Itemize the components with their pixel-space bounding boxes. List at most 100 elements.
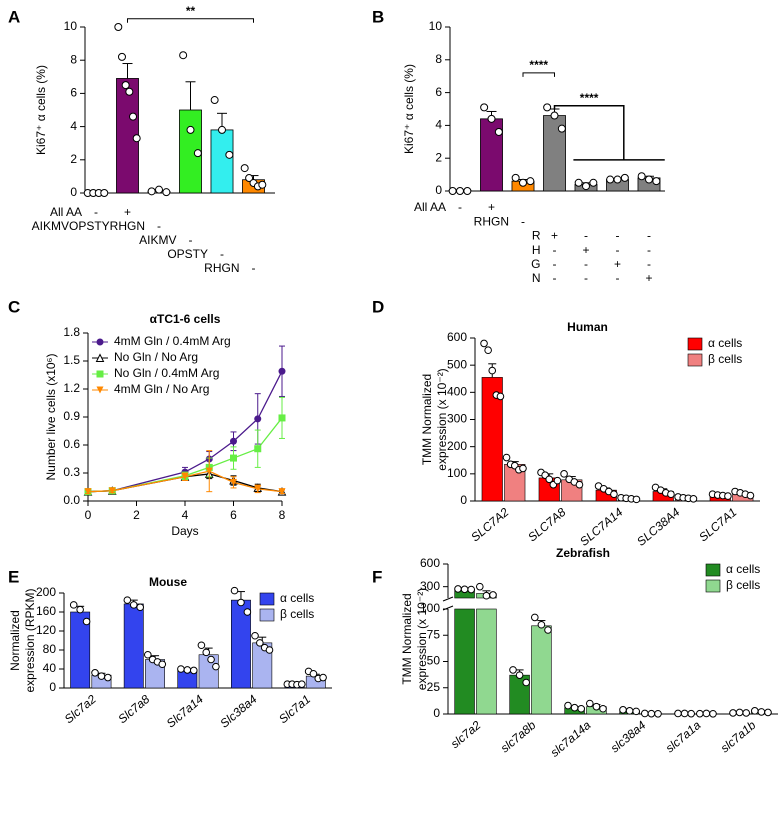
- condition-mark: +: [614, 257, 621, 271]
- data-point: [181, 473, 189, 481]
- data-point: [129, 601, 138, 609]
- data-point: [575, 480, 584, 489]
- data-point: [186, 125, 195, 134]
- data-point: [463, 187, 472, 195]
- data-point: [207, 655, 215, 664]
- data-point: [494, 127, 503, 136]
- y-tick-label: 40: [43, 661, 57, 675]
- x-tick-label: SLC38A4: [634, 505, 683, 549]
- data-point: [489, 591, 497, 599]
- data-point: [488, 366, 497, 375]
- condition-mark: -: [647, 257, 651, 271]
- x-tick-label: 0: [85, 508, 92, 522]
- data-point: [496, 392, 505, 401]
- x-tick-label: slc7a14a: [548, 718, 594, 760]
- condition-label: AIKMVOPSTYRHGN: [32, 219, 145, 233]
- y-tick-label: 100: [420, 601, 440, 615]
- data-point: [519, 464, 527, 473]
- data-point: [625, 707, 634, 715]
- data-point: [482, 591, 491, 600]
- data-point: [319, 673, 327, 682]
- data-point: [709, 709, 717, 718]
- x-tick-label: slc7a1b: [718, 718, 759, 756]
- data-point: [647, 709, 656, 718]
- data-point: [560, 470, 568, 478]
- condition-mark: -: [553, 257, 557, 271]
- significance-label: ****: [580, 91, 599, 105]
- data-point: [729, 709, 737, 717]
- y-tick-label: 25: [427, 680, 441, 694]
- data-point: [230, 478, 237, 486]
- data-point: [97, 672, 106, 680]
- y-tick-label: 0: [70, 185, 77, 199]
- y-tick-label: 6: [435, 85, 442, 99]
- y-axis-label: Ki67⁺ α cells (%): [34, 65, 48, 155]
- x-axis-label: Days: [171, 524, 198, 538]
- data-point: [764, 708, 772, 717]
- y-tick-label: 0: [433, 706, 440, 720]
- x-tick-label: 6: [230, 508, 237, 522]
- data-point: [577, 704, 586, 713]
- condition-mark: -: [252, 261, 256, 275]
- condition-mark: -: [553, 271, 557, 285]
- x-tick-label: slc7a8b: [498, 718, 539, 756]
- data-point: [589, 178, 598, 187]
- data-point: [619, 706, 627, 714]
- panel-letter: F: [372, 567, 382, 586]
- data-point: [515, 671, 524, 679]
- y-tick-label: 4: [70, 119, 77, 133]
- data-point: [104, 673, 112, 682]
- data-point: [278, 414, 286, 422]
- data-point: [278, 488, 286, 496]
- y-tick-label: 120: [36, 623, 56, 637]
- data-point: [100, 189, 109, 197]
- legend-swatch: [705, 563, 721, 577]
- axis-break: [442, 596, 454, 602]
- condition-label: AIKMV: [139, 233, 176, 247]
- y-axis-label: Ki67⁺ α cells (%): [402, 64, 416, 154]
- data-point: [230, 454, 237, 462]
- panel-letter: E: [8, 567, 19, 586]
- data-point: [91, 669, 99, 677]
- y-tick-label: 300: [420, 579, 440, 593]
- y-tick-label: 80: [43, 642, 57, 656]
- data-point: [680, 709, 689, 718]
- data-point: [265, 646, 274, 654]
- condition-mark: -: [521, 214, 525, 228]
- y-tick-label: 2: [70, 152, 77, 166]
- data-point: [202, 648, 211, 657]
- data-point: [158, 660, 167, 669]
- y-tick-label: 500: [447, 357, 467, 371]
- y-tick-label: 75: [427, 627, 441, 641]
- data-point: [553, 476, 562, 485]
- data-point: [230, 437, 237, 445]
- x-tick-label: Slc7a8: [115, 692, 152, 727]
- bar: [123, 603, 144, 689]
- data-point: [543, 103, 552, 112]
- data-point: [254, 485, 262, 493]
- y-tick-label: 0: [49, 680, 56, 694]
- data-point: [210, 96, 219, 105]
- significance-label: **: [186, 4, 196, 18]
- condition-mark: -: [94, 205, 98, 219]
- legend-swatch: [687, 337, 703, 351]
- data-point: [69, 601, 78, 609]
- condition-mark: -: [220, 247, 224, 261]
- data-point: [511, 173, 520, 182]
- data-point: [179, 51, 188, 60]
- x-tick-label: Slc7a1: [276, 692, 313, 726]
- data-point: [243, 608, 252, 616]
- data-point: [526, 177, 535, 186]
- y-tick-label: 0.3: [63, 465, 80, 479]
- condition-mark: -: [616, 271, 620, 285]
- condition-label: OPSTY: [167, 247, 208, 261]
- data-point: [476, 582, 484, 591]
- y-axis-label: Number live cells (x10⁶): [44, 354, 58, 481]
- data-point: [487, 114, 496, 123]
- data-point: [448, 187, 457, 195]
- x-tick-label: SLC7A2: [468, 505, 511, 545]
- chart-title: Human: [567, 320, 608, 334]
- panel-letter: A: [8, 7, 20, 26]
- data-point: [689, 495, 698, 503]
- legend-swatch: [259, 608, 275, 622]
